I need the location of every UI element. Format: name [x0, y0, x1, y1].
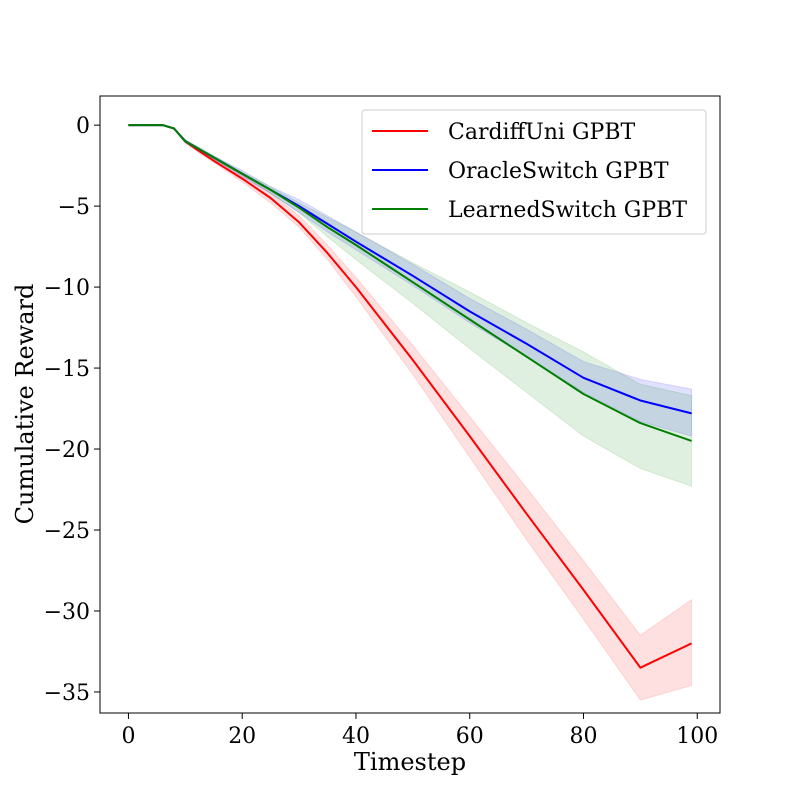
x-tick-label: 60 [456, 724, 484, 749]
legend-box [361, 109, 707, 235]
x-tick-label: 100 [676, 724, 718, 749]
line-learnedswitch-gpbt [128, 124, 692, 442]
x-axis-ticks: 0 20 40 60 80 100 [121, 713, 718, 749]
band-cardiffuni-gpbt [128, 124, 693, 701]
legend-label-oracleswitch-gpbt: OracleSwitch GPBT [448, 159, 669, 184]
x-tick-label: 20 [228, 724, 256, 749]
y-tick-label: −15 [44, 357, 90, 382]
y-axis-title: Cumulative Reward [11, 284, 39, 525]
x-axis-title: Timestep [354, 748, 466, 776]
legend-label-learnedswitch-gpbt: LearnedSwitch GPBT [448, 198, 687, 223]
y-tick-label: −25 [44, 519, 90, 544]
x-tick-label: 0 [121, 724, 135, 749]
series-lines [128, 124, 693, 669]
x-tick-label: 80 [569, 724, 597, 749]
legend: CardiffUni GPBT OracleSwitch GPBT LearnedS… [361, 109, 707, 235]
y-axis-ticks: 0 −5 −10 −15 −20 −25 −30 −35 [44, 114, 100, 706]
y-tick-label: −10 [44, 276, 90, 301]
legend-label-cardiffuni-gpbt: CardiffUni GPBT [448, 120, 635, 145]
y-tick-label: 0 [76, 114, 90, 139]
y-tick-label: −20 [44, 438, 90, 463]
y-tick-label: −30 [44, 600, 90, 625]
x-tick-label: 40 [342, 724, 370, 749]
y-tick-label: −35 [44, 681, 90, 706]
plot-area-frame [99, 95, 721, 714]
y-tick-label: −5 [58, 195, 90, 220]
band-learnedswitch-gpbt [128, 124, 693, 488]
